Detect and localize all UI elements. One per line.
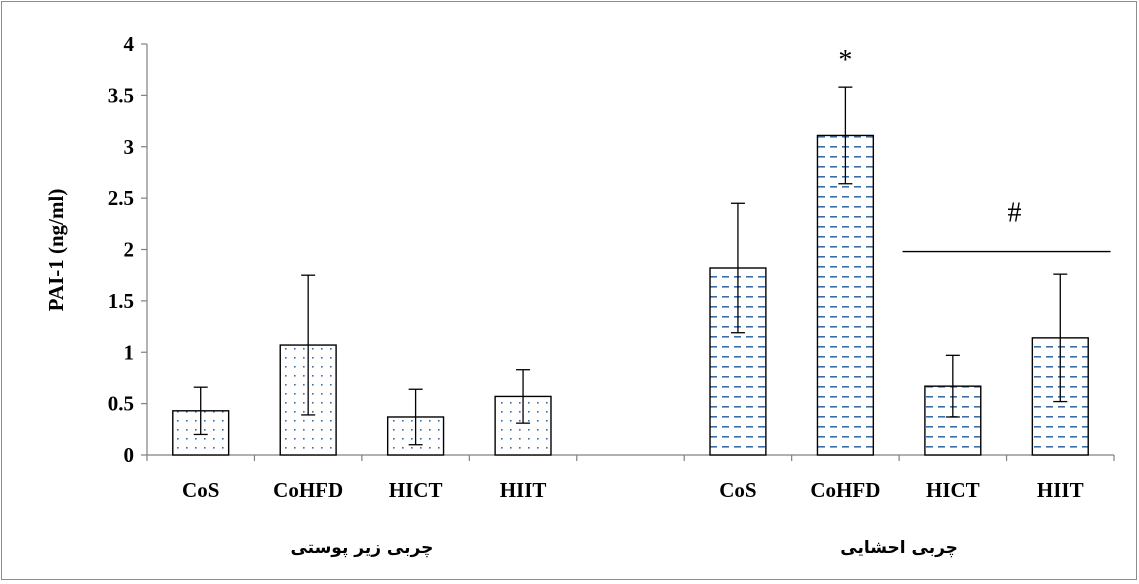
group-label: چربی زیر پوستی [290, 538, 433, 558]
y-tick-label: 1.5 [108, 289, 134, 313]
x-category-label: CoS [182, 478, 219, 502]
x-category-label: CoHFD [810, 478, 880, 502]
y-tick-label: 4 [124, 32, 135, 56]
y-tick-label: 2 [124, 238, 135, 262]
y-tick-label: 2.5 [108, 186, 134, 210]
bars [172, 134, 1089, 456]
significance-star: * [838, 45, 852, 76]
error-bars [193, 86, 1068, 446]
x-category-label: HICT [926, 478, 980, 502]
y-axis: 0 0.5 1 1.5 2 2.5 3 3.5 4 [108, 32, 148, 467]
group-label: چربی احشایی [840, 538, 958, 558]
x-category-label: HIIT [1037, 478, 1084, 502]
y-tick-label: 3 [124, 135, 135, 159]
x-category-label: CoS [719, 478, 756, 502]
y-tick-label: 0.5 [108, 392, 134, 416]
x-category-label: CoHFD [273, 478, 343, 502]
significance-hash: # [1008, 198, 1022, 229]
y-tick-label: 1 [124, 340, 135, 364]
x-category-label: HICT [389, 478, 443, 502]
x-axis [146, 454, 1115, 461]
annotations: *# [838, 45, 1111, 253]
y-axis-label: PAI-1 (ng/ml) [44, 189, 68, 312]
y-tick-label: 0 [124, 443, 135, 467]
bar-cohfd [816, 134, 875, 456]
category-labels: CoS CoHFD HICT HIIT چربی زیر پوستی CoS CoHFD HI… [182, 478, 1084, 558]
x-category-label: HIIT [500, 478, 547, 502]
y-tick-label: 3.5 [108, 83, 134, 107]
